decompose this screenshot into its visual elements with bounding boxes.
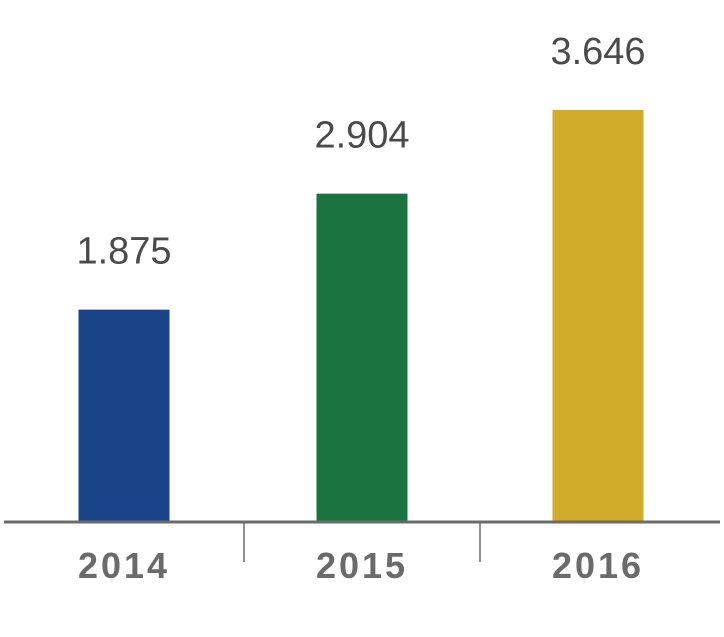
data-label-2015: 2.904 xyxy=(314,115,409,157)
x-axis-tick-labels: 2014 2015 2016 xyxy=(78,545,644,586)
x-axis xyxy=(4,520,720,562)
bar-2014 xyxy=(78,309,170,521)
bars-layer xyxy=(78,110,644,522)
x-tick-label-2015: 2015 xyxy=(316,545,408,586)
bar-2015 xyxy=(316,193,408,522)
x-tick-label-2014: 2014 xyxy=(78,545,170,586)
data-label-2016: 3.646 xyxy=(550,31,645,73)
value-labels-layer: 1.875 2.904 3.646 xyxy=(76,31,645,273)
bar-2016 xyxy=(552,110,644,521)
data-label-2014: 1.875 xyxy=(76,231,171,273)
x-tick-label-2016: 2016 xyxy=(552,545,644,586)
